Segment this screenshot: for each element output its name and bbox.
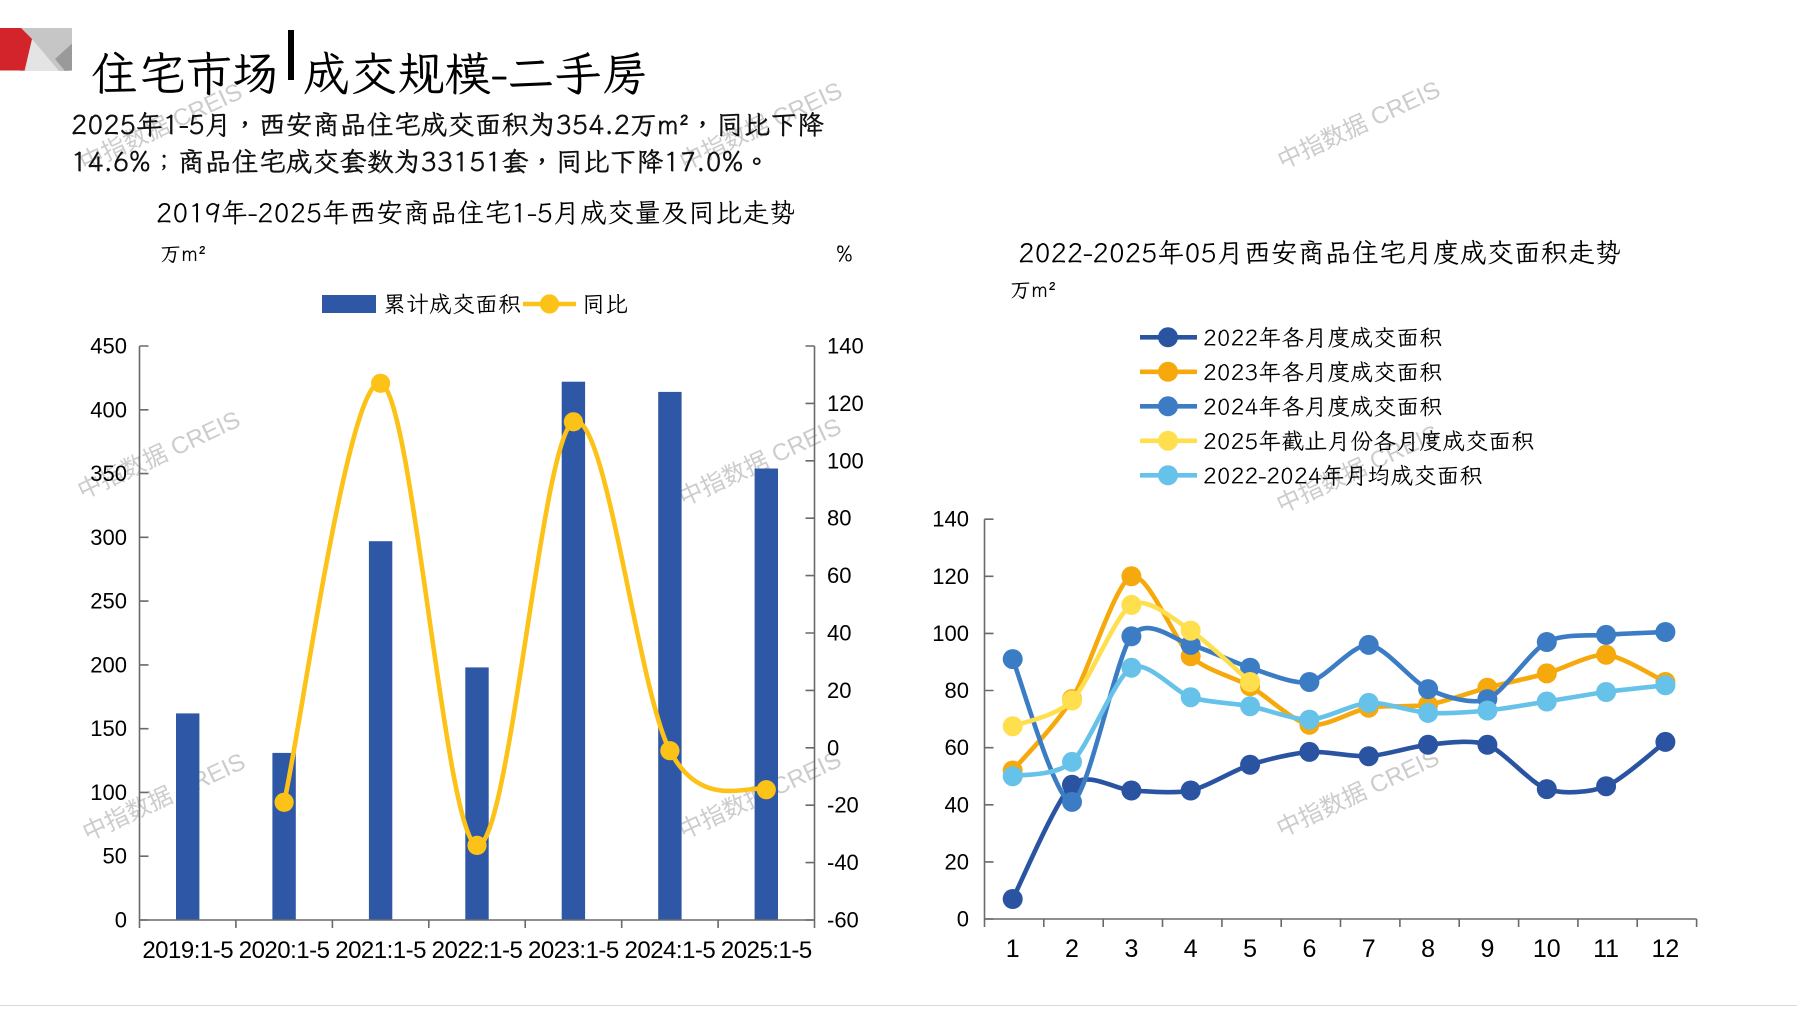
svg-text:3: 3 <box>1124 935 1138 963</box>
svg-text:2022年各月度成交面积: 2022年各月度成交面积 <box>1203 321 1442 352</box>
svg-text:100: 100 <box>827 448 864 473</box>
svg-text:%: % <box>836 239 853 267</box>
svg-text:80: 80 <box>827 506 851 531</box>
svg-text:9: 9 <box>1480 935 1494 963</box>
svg-text:40: 40 <box>827 621 851 646</box>
svg-text:60: 60 <box>945 735 969 760</box>
svg-text:2022-2024年月均成交面积: 2022-2024年月均成交面积 <box>1203 459 1482 490</box>
svg-text:2019年-2025年西安商品住宅1-5月成交量及同比走势: 2019年-2025年西安商品住宅1-5月成交量及同比走势 <box>156 194 796 230</box>
svg-text:2024年各月度成交面积: 2024年各月度成交面积 <box>1203 390 1442 421</box>
svg-text:-40: -40 <box>827 850 859 875</box>
svg-text:300: 300 <box>90 525 127 550</box>
svg-text:350: 350 <box>90 461 127 486</box>
svg-text:20: 20 <box>945 849 969 874</box>
svg-text:0: 0 <box>957 907 969 932</box>
svg-text:同比: 同比 <box>582 288 628 319</box>
svg-text:0: 0 <box>827 735 839 760</box>
svg-text:80: 80 <box>945 678 969 703</box>
svg-text:120: 120 <box>932 564 969 589</box>
svg-text:120: 120 <box>827 391 864 416</box>
svg-text:140: 140 <box>932 507 969 532</box>
svg-text:2025年截止月份各月度成交面积: 2025年截止月份各月度成交面积 <box>1203 425 1534 456</box>
svg-text:6: 6 <box>1302 935 1316 963</box>
svg-text:2: 2 <box>1065 935 1079 963</box>
svg-text:100: 100 <box>90 780 127 805</box>
svg-text:50: 50 <box>103 844 127 869</box>
svg-text:累计成交面积: 累计成交面积 <box>383 288 521 319</box>
svg-text:5: 5 <box>1243 935 1257 963</box>
svg-text:10: 10 <box>1533 935 1561 963</box>
svg-text:20: 20 <box>827 678 851 703</box>
svg-text:100: 100 <box>932 621 969 646</box>
svg-text:2022-2025年05月西安商品住宅月度成交面积走势: 2022-2025年05月西安商品住宅月度成交面积走势 <box>1018 234 1621 270</box>
svg-text:2024:1-5: 2024:1-5 <box>625 937 716 964</box>
svg-text:2023:1-5: 2023:1-5 <box>528 937 619 964</box>
svg-text:-60: -60 <box>827 908 859 933</box>
svg-text:2019:1-5: 2019:1-5 <box>142 937 233 964</box>
svg-text:4: 4 <box>1184 935 1198 963</box>
svg-text:12: 12 <box>1651 935 1679 963</box>
svg-text:2022:1-5: 2022:1-5 <box>432 937 523 964</box>
svg-text:150: 150 <box>90 716 127 741</box>
svg-text:8: 8 <box>1421 935 1435 963</box>
svg-text:400: 400 <box>90 397 127 422</box>
svg-text:0: 0 <box>115 908 127 933</box>
svg-text:万m²: 万m² <box>160 239 206 267</box>
svg-text:2020:1-5: 2020:1-5 <box>239 937 330 964</box>
svg-text:40: 40 <box>945 792 969 817</box>
svg-text:60: 60 <box>827 563 851 588</box>
svg-text:2025:1-5: 2025:1-5 <box>721 937 812 964</box>
svg-text:140: 140 <box>827 334 864 359</box>
svg-text:1: 1 <box>1006 935 1020 963</box>
svg-text:450: 450 <box>90 334 127 359</box>
svg-text:7: 7 <box>1362 935 1376 963</box>
svg-text:-20: -20 <box>827 793 859 818</box>
svg-text:2021:1-5: 2021:1-5 <box>335 937 426 964</box>
svg-text:万m²: 万m² <box>1010 275 1056 303</box>
svg-text:250: 250 <box>90 589 127 614</box>
svg-text:11: 11 <box>1593 935 1619 963</box>
svg-text:200: 200 <box>90 652 127 677</box>
svg-text:2023年各月度成交面积: 2023年各月度成交面积 <box>1203 356 1442 387</box>
